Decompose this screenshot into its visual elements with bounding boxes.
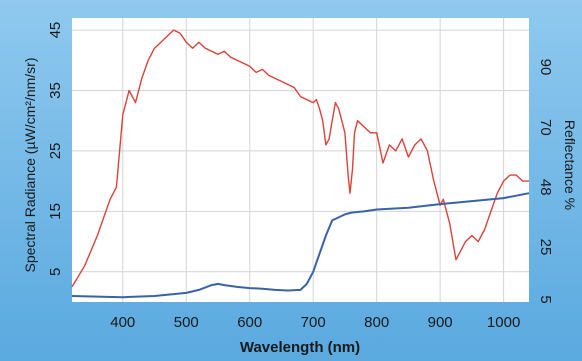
y-tick-label: 5: [47, 268, 64, 276]
x-tick-label: 600: [237, 314, 262, 331]
x-tick-label: 900: [428, 314, 453, 331]
y2-tick-label: 25: [537, 239, 554, 256]
y2-tick-label: 5: [537, 295, 554, 303]
x-tick-label: 1000: [487, 314, 520, 331]
y2-tick-label: 48: [537, 179, 554, 196]
y-tick-label: 35: [47, 82, 64, 99]
x-tick-labels: 400 500 600 700 800 900 1000: [110, 314, 520, 331]
y-tick-label: 45: [47, 22, 64, 39]
series-line-1: [71, 29, 529, 288]
x-tick-label: 400: [110, 314, 135, 331]
series-layer: [71, 29, 530, 299]
y2-tick-label: 90: [537, 59, 554, 76]
y2-tick-labels: 90 70 48 25 5: [537, 59, 554, 304]
y-tick-label: 15: [47, 203, 64, 220]
y-tick-label: 25: [47, 143, 64, 160]
x-tick-label: 700: [301, 314, 326, 331]
plot-area: [72, 18, 529, 302]
y2-tick-label: 70: [537, 119, 554, 136]
series-line-2: [71, 192, 530, 299]
x-tick-label: 500: [174, 314, 199, 331]
y-axis-label: Spectral Radiance (µW/cm²/nm/sr): [22, 58, 38, 273]
y2-axis-label: Reflectance %: [562, 120, 578, 210]
y-tick-labels: 5 15 25 35 45: [47, 22, 64, 276]
grid: [72, 18, 529, 302]
x-axis-label: Wavelength (nm): [240, 339, 360, 356]
x-tick-label: 800: [364, 314, 389, 331]
